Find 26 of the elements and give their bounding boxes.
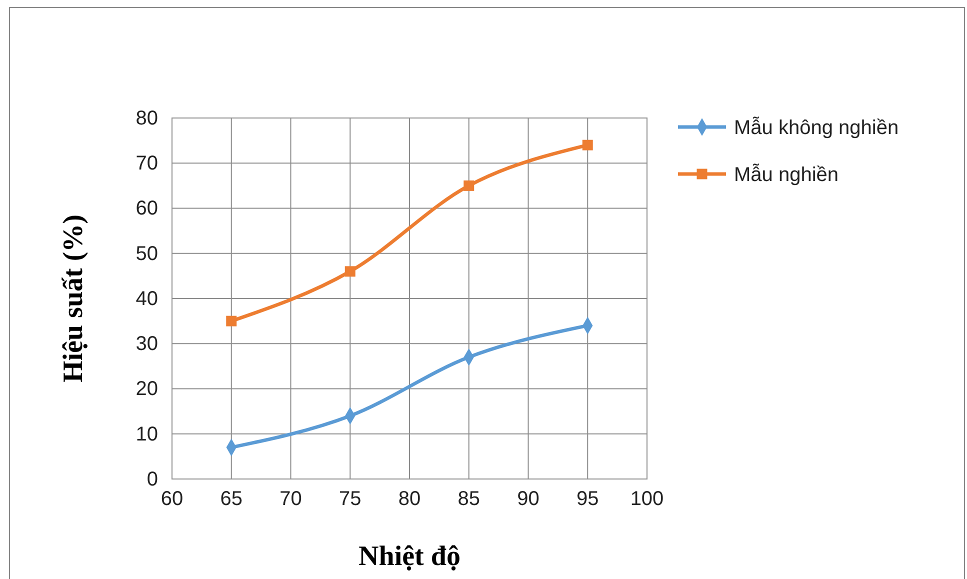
- y-tick-label: 80: [136, 107, 158, 130]
- legend-label: Mẫu nghiền: [734, 163, 839, 186]
- x-tick-label: 60: [160, 488, 184, 510]
- x-tick-label: 100: [630, 488, 664, 510]
- y-tick-label: 30: [136, 333, 158, 356]
- y-axis-title: Hiệu suất (%): [58, 214, 89, 382]
- legend-label: Mẫu không nghiền: [734, 116, 899, 139]
- point: [344, 266, 356, 277]
- point: [464, 180, 474, 191]
- x-tick-label: 85: [458, 488, 480, 510]
- y-tick-label: 70: [136, 152, 158, 175]
- y-tick-label: 0: [146, 468, 158, 490]
- point: [582, 140, 593, 150]
- x-tick-label: 70: [280, 488, 302, 510]
- x-tick-label: 90: [517, 488, 540, 510]
- x-tick-label: 80: [398, 488, 421, 510]
- y-tick-label: 10: [136, 423, 158, 446]
- x-tick-label: 65: [220, 488, 242, 510]
- point: [226, 316, 237, 326]
- x-axis-title: Nhiệt độ: [358, 541, 460, 572]
- x-tick-label: 95: [576, 488, 599, 510]
- y-tick-label: 20: [136, 378, 158, 400]
- y-tick-label: 60: [136, 198, 158, 220]
- y-tick-label: 40: [136, 288, 158, 310]
- y-tick-label: 50: [136, 242, 158, 265]
- x-tick-label: 75: [339, 488, 362, 510]
